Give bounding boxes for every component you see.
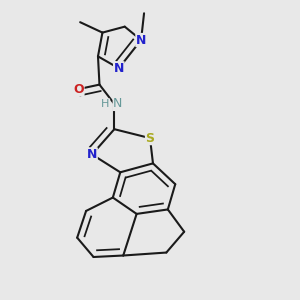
Text: S: S [146, 132, 154, 145]
Text: N: N [87, 148, 97, 161]
Text: N: N [136, 34, 146, 46]
Text: N: N [113, 98, 123, 110]
Text: H: H [101, 99, 110, 109]
Text: N: N [114, 62, 124, 75]
Text: O: O [74, 82, 84, 96]
